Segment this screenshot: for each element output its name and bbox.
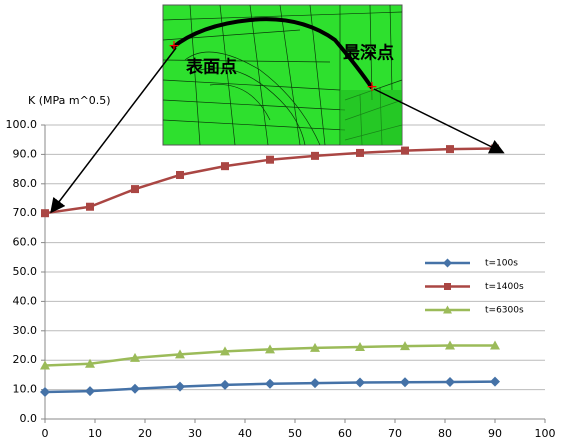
x-tick-label: 40: [238, 427, 252, 440]
point-marker: +: [366, 79, 378, 95]
x-tick-label: 60: [338, 427, 352, 440]
data-point: [310, 378, 320, 388]
x-tick-label: 70: [388, 427, 402, 440]
y-tick-label: 50.0: [13, 265, 38, 278]
data-point: [311, 152, 319, 160]
annotation: 表面点: [186, 57, 237, 78]
x-tick-label: 20: [138, 427, 152, 440]
x-tick-label: 90: [488, 427, 502, 440]
y-tick-label: 20.0: [13, 353, 38, 366]
data-point: [86, 203, 94, 211]
data-point: [445, 377, 455, 387]
data-point: [175, 382, 185, 392]
y-tick-label: 0.0: [20, 412, 38, 425]
x-tick-label: 10: [88, 427, 102, 440]
data-point: [401, 147, 409, 155]
data-point: [220, 380, 230, 390]
y-tick-label: 30.0: [13, 324, 38, 337]
data-point: [131, 185, 139, 193]
annotation: 最深点: [343, 43, 394, 64]
legend-label: t=1400s: [485, 282, 524, 292]
data-point: [490, 377, 500, 387]
y-tick-label: 60.0: [13, 236, 38, 249]
chart: K (MPa m^0.5) 0.0 10.0 20.0 30.0 40.0 50.0 60.…: [0, 0, 562, 441]
data-point: [41, 209, 49, 217]
x-tick-label: 30: [188, 427, 202, 440]
data-point: [85, 386, 95, 396]
y-tick-label: 80.0: [13, 177, 38, 190]
inset-image: 表面点 最深点 + +: [163, 5, 402, 145]
legend-marker: [444, 283, 451, 290]
y-tick-label: 40.0: [13, 294, 38, 307]
x-tick-label: 50: [288, 427, 302, 440]
legend-label: t=100s: [485, 259, 518, 269]
data-point: [265, 379, 275, 389]
data-point: [266, 156, 274, 164]
data-point: [400, 377, 410, 387]
data-point: [355, 378, 365, 388]
y-axis-label: K (MPa m^0.5): [28, 94, 111, 107]
x-tick-label: 80: [438, 427, 452, 440]
legend-marker: [443, 259, 452, 268]
data-point: [176, 171, 184, 179]
data-point: [221, 162, 229, 170]
legend-label: t=6300s: [485, 306, 524, 316]
data-point: [40, 387, 50, 397]
data-point: [356, 149, 364, 157]
x-tick-label: 0: [42, 427, 49, 440]
arrow: [52, 48, 176, 211]
y-tick-label: 90.0: [13, 147, 38, 160]
x-tick-label: 100: [535, 427, 556, 440]
data-point: [130, 384, 140, 394]
y-tick-label: 10.0: [13, 383, 38, 396]
y-tick-label: 70.0: [13, 206, 38, 219]
data-point: [446, 145, 454, 153]
y-tick-label: 100.0: [6, 118, 38, 131]
